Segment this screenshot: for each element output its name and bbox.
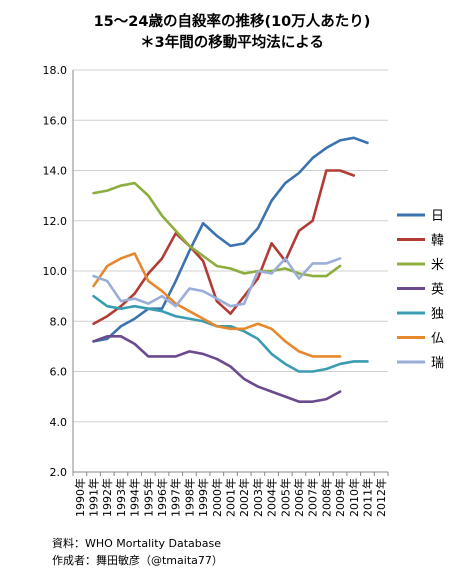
x-tick-label: 1992年: [100, 478, 114, 517]
y-tick-label: 10.0: [43, 265, 68, 278]
series-line: [92, 136, 369, 343]
x-tick-label: 1997年: [169, 478, 183, 517]
axes: [72, 70, 389, 476]
chart-title-line-2: ＊3年間の移動平均法による: [140, 33, 324, 51]
x-tick-label: 1998年: [182, 478, 196, 517]
x-tick-label: 2002年: [237, 478, 251, 517]
chart-title-line-1: 15～24歳の自殺率の推移(10万人あたり): [94, 12, 371, 30]
y-tick-label: 8.0: [50, 315, 68, 328]
x-tick-label: 2005年: [278, 478, 292, 517]
series-line: [92, 294, 369, 373]
gridlines: [73, 69, 388, 423]
x-tick-label: 1993年: [114, 478, 128, 517]
legend-label: 米: [431, 258, 444, 273]
y-tick-labels: 2.0 4.0 6.0 8.0 10.0 12.0 14.0 16.0 18.0: [43, 64, 68, 479]
y-tick-label: 12.0: [43, 215, 68, 228]
x-tick-label: 1995年: [141, 478, 155, 517]
y-tick-label: 4.0: [50, 416, 68, 429]
x-tick-label: 2007年: [306, 478, 320, 517]
legend-label: 日: [431, 209, 444, 224]
x-tick-label: 2009年: [333, 478, 347, 517]
x-tick-label: 2001年: [224, 478, 238, 517]
x-tick-label: 1999年: [196, 478, 210, 517]
y-tick-label: 16.0: [43, 114, 68, 127]
footer-source: 資料：WHO Mortality Database: [52, 536, 221, 550]
x-tick-label: 1990年: [73, 478, 87, 517]
y-tick-label: 18.0: [43, 64, 68, 77]
series-line: [92, 181, 342, 278]
x-tick-labels: 1990年 1991年 1992年 1993年 1994年 1995年 1996年 1997年…: [73, 478, 388, 517]
x-tick-label: 2006年: [292, 478, 306, 517]
x-tick-label: 1996年: [155, 478, 169, 517]
legend-label: 瑞: [431, 356, 444, 371]
y-tick-label: 2.0: [50, 466, 68, 479]
x-tick-label: 2008年: [319, 478, 333, 517]
x-tick-label: 2003年: [251, 478, 265, 517]
series-line: [92, 169, 356, 326]
legend-label: 韓: [431, 234, 444, 249]
x-tick-label: 1991年: [87, 478, 101, 517]
series-line: [92, 335, 342, 403]
footer-author: 作成者：舞田敏彦（@tmaita77）: [52, 553, 223, 567]
x-tick-label: 2004年: [265, 478, 279, 517]
y-tick-label: 14.0: [43, 165, 68, 178]
x-tick-label: 2011年: [360, 478, 374, 517]
x-tick-label: 2000年: [210, 478, 224, 517]
series-line: [92, 257, 342, 308]
y-tick-label: 6.0: [50, 366, 68, 379]
x-tick-label: 1994年: [128, 478, 142, 517]
series-line: [92, 252, 342, 358]
x-tick-label: 2010年: [347, 478, 361, 517]
legend-label: 英: [431, 283, 444, 298]
legend-label: 仏: [431, 332, 444, 347]
series-lines: [92, 136, 369, 403]
x-tick-label: 2012年: [374, 478, 388, 517]
legend-label: 独: [431, 307, 444, 322]
